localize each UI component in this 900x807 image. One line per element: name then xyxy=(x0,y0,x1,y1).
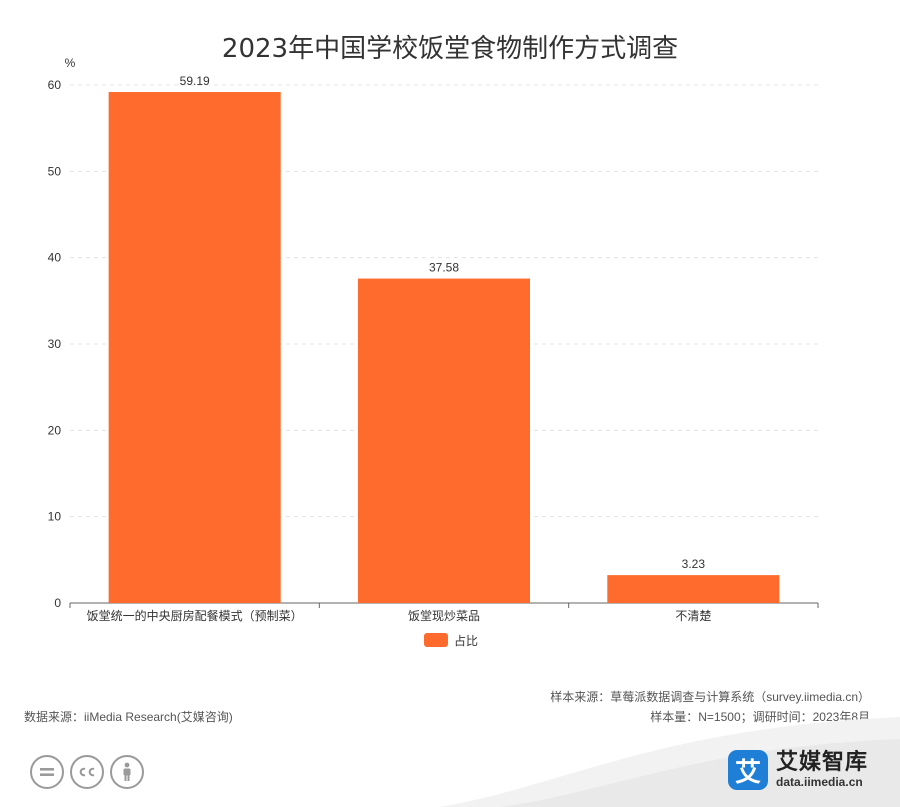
brand: 艾 艾媒智库 data.iimedia.cn xyxy=(728,750,868,790)
bar xyxy=(357,278,531,603)
y-tick-label: 40 xyxy=(48,251,62,265)
y-tick-label: 10 xyxy=(48,510,62,524)
sample-source: 样本来源：草莓派数据调查与计算系统（survey.iimedia.cn） xyxy=(550,690,870,704)
x-tick-label: 饭堂现炒菜品 xyxy=(408,609,480,623)
y-tick-label: 20 xyxy=(48,423,62,437)
data-label: 59.19 xyxy=(180,74,210,88)
brand-url: data.iimedia.cn xyxy=(776,775,863,789)
person-icon xyxy=(110,755,144,789)
equal-icon xyxy=(30,755,64,789)
bar-chart: 0 10 20 30 40 50 60% 59.19 饭堂统一的中央厨房配餐模式（预制菜） 37.… xyxy=(48,56,819,648)
brand-logo: 艾 xyxy=(728,750,768,790)
x-tick-label: 不清楚 xyxy=(675,609,711,623)
y-tick-label: 30 xyxy=(48,337,62,351)
data-label: 37.58 xyxy=(429,261,459,275)
legend-label: 占比 xyxy=(454,633,478,648)
y-tick-label: 50 xyxy=(48,164,62,178)
y-axis-label: % xyxy=(65,56,76,70)
license-icons xyxy=(30,755,144,789)
legend-swatch xyxy=(424,633,448,647)
x-tick-label: 饭堂统一的中央厨房配餐模式（预制菜） xyxy=(87,608,303,623)
sample-info: 样本量：N=1500；调研时间：2023年8月 xyxy=(650,710,870,724)
bar xyxy=(108,91,281,604)
bar xyxy=(607,575,780,603)
y-tick-label: 0 xyxy=(54,596,61,610)
decorative-wave xyxy=(440,717,900,807)
data-source: 数据来源：iiMedia Research(艾媒咨询) xyxy=(24,710,233,724)
data-label: 3.23 xyxy=(682,557,706,571)
brand-name: 艾媒智库 xyxy=(776,749,869,774)
cc-icon xyxy=(70,755,104,789)
chart-title: 2023年中国学校饭堂食物制作方式调查 xyxy=(221,34,679,64)
y-tick-label: 60 xyxy=(48,78,62,92)
